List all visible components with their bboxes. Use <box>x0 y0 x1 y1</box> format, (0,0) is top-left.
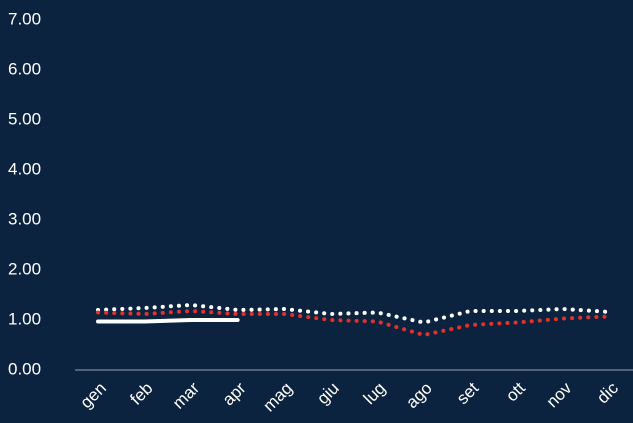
x-tick-label: gen <box>77 379 110 412</box>
x-tick-label: feb <box>126 379 156 409</box>
x-tick-label: set <box>453 378 483 408</box>
y-tick-label: 1.00 <box>8 309 41 328</box>
y-tick-label: 4.00 <box>8 159 41 178</box>
x-tick-label: ago <box>402 379 435 412</box>
x-tick-label: mag <box>259 379 296 416</box>
x-tick-label: nov <box>543 378 576 411</box>
y-tick-label: 5.00 <box>8 109 41 128</box>
series-line <box>96 318 240 324</box>
x-tick-label: lug <box>360 379 389 408</box>
x-tick-label: apr <box>219 378 250 409</box>
series-line <box>96 308 612 338</box>
y-tick-label: 3.00 <box>8 209 41 228</box>
y-tick-label: 2.00 <box>8 259 41 278</box>
y-tick-label: 0.00 <box>8 359 41 378</box>
x-tick-label: ott <box>502 378 529 405</box>
y-tick-label: 6.00 <box>8 59 41 78</box>
x-tick-label: giu <box>313 379 342 408</box>
x-tick-label: mar <box>169 378 203 412</box>
series-line <box>96 302 612 325</box>
y-tick-label: 7.00 <box>8 9 41 28</box>
x-tick-label: dic <box>593 378 622 407</box>
